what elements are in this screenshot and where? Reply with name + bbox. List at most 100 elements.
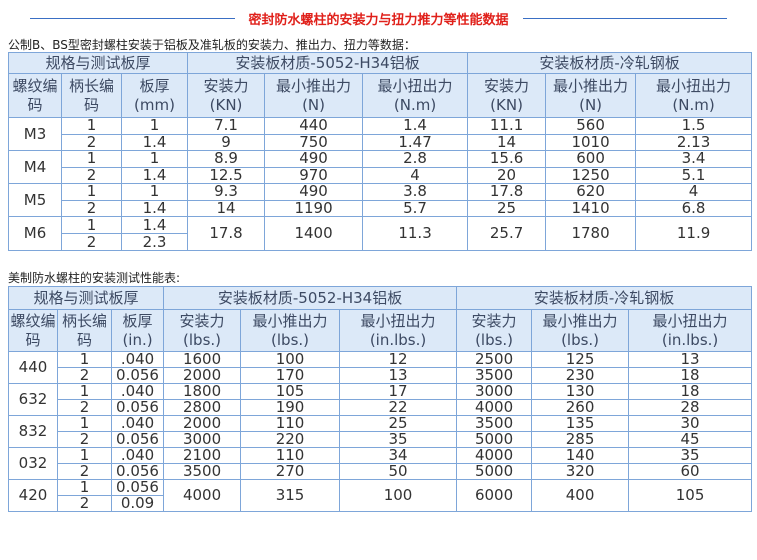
thread-code: M3 <box>8 117 62 151</box>
cell: 1250 <box>545 166 637 184</box>
cell: 100 <box>240 351 341 368</box>
cell: 8.9 <box>187 150 266 168</box>
cell: 1600 <box>163 351 242 368</box>
cell: 2 <box>61 199 122 217</box>
cell: 2000 <box>163 367 242 384</box>
cell: 17.8 <box>467 183 547 201</box>
cell: 2 <box>57 431 112 448</box>
cell: 130 <box>531 383 630 400</box>
column-header: 最小扭出力 (N.m) <box>362 73 469 118</box>
data-row: 032 1.040 2100 110 34 4000 140 35 <box>8 447 753 480</box>
cell: 1400 <box>264 216 364 251</box>
cell: 1.4 <box>120 199 189 217</box>
cell: 50 <box>339 463 458 480</box>
header-row: 螺纹编 码柄长编 码板厚 (mm) 安装力 (KN) 最小推出力 (N) 最小扭出力 … <box>8 73 753 118</box>
thread-code: 032 <box>8 447 58 480</box>
cell: 1 <box>57 479 112 496</box>
data-row: 2 1.4 9 750 1.47 14 1010 2.13 <box>9 133 753 151</box>
header-row: 规格与测试板厚 安装板材质-5052-H34铝板 安装板材质-冷轧钢板 <box>7 286 753 310</box>
cell: 105 <box>628 479 753 512</box>
cell: 105 <box>240 383 341 400</box>
cell: 11.1 <box>467 117 547 135</box>
data-row: M5 1 1 9.3 490 3.8 17.8 620 4 <box>8 183 753 217</box>
cell: 5000 <box>456 431 533 448</box>
group-header: 安装板材质-冷轧钢板 <box>456 286 753 310</box>
imperial-table: 规格与测试板厚 安装板材质-5052-H34铝板 安装板材质-冷轧钢板 螺纹编 码柄长… <box>7 286 753 512</box>
cell: 13 <box>628 351 753 368</box>
cell: 5.1 <box>635 166 753 184</box>
thread-code: M6 <box>8 216 62 251</box>
cell: 750 <box>264 133 364 151</box>
data-row: 2 1.4 12.5 970 4 20 1250 5.1 <box>9 166 753 184</box>
data-row: 2 0.056 3500 270 50 5000 320 60 <box>9 463 753 480</box>
cell: 1 <box>61 117 122 135</box>
cell: 3500 <box>163 463 242 480</box>
column-header: 安装力 (KN) <box>467 73 547 118</box>
data-row: 420 1 0.056 4000 315 100 6000 400 105 <box>8 479 753 512</box>
cell: 285 <box>531 431 630 448</box>
cell: 45 <box>628 431 753 448</box>
cell: 34 <box>339 447 458 464</box>
cell: 1 <box>61 216 122 234</box>
cell: 3000 <box>456 383 533 400</box>
data-row: 2 0.056 3000 220 35 5000 285 45 <box>9 431 753 448</box>
cell: 7.1 <box>187 117 266 135</box>
column-header: 柄长编 码 <box>61 73 122 118</box>
group-header: 规格与测试板厚 <box>7 52 189 74</box>
cell: 0.09 <box>110 495 165 512</box>
cell: 25 <box>467 199 547 217</box>
cell: 60 <box>628 463 753 480</box>
cell: 15.6 <box>467 150 547 168</box>
cell: 190 <box>240 399 341 416</box>
cell: 220 <box>240 431 341 448</box>
cell: 2800 <box>163 399 242 416</box>
cell: 4 <box>635 183 753 201</box>
cell: 1.4 <box>120 133 189 151</box>
cell: 6000 <box>456 479 533 512</box>
cell: .040 <box>110 351 165 368</box>
metric-table: 规格与测试板厚 安装板材质-5052-H34铝板 安装板材质-冷轧钢板 螺纹编 码柄长… <box>7 52 753 251</box>
cell: 440 <box>264 117 364 135</box>
cell: 17 <box>339 383 458 400</box>
cell: 5000 <box>456 463 533 480</box>
cell: 25 <box>339 415 458 432</box>
data-row: M4 1 1 8.9 490 2.8 15.6 600 3.4 <box>8 150 753 184</box>
data-row: 2 0.09 <box>9 495 752 512</box>
cell: 490 <box>264 150 364 168</box>
cell: 3.4 <box>635 150 753 168</box>
cell: 13 <box>339 367 458 384</box>
cell: 30 <box>628 415 753 432</box>
cell: 110 <box>240 415 341 432</box>
cell: 1 <box>61 183 122 201</box>
column-header: 螺纹编 码 <box>8 73 62 118</box>
column-header: 螺纹编 码 <box>8 309 58 352</box>
cell: 315 <box>240 479 341 512</box>
cell: 4000 <box>163 479 242 512</box>
cell: 12 <box>339 351 458 368</box>
cell: 270 <box>240 463 341 480</box>
cell: 2500 <box>456 351 533 368</box>
cell: 2 <box>61 166 122 184</box>
cell: 18 <box>628 367 753 384</box>
data-row: 832 1.040 2000 110 25 3500 135 30 <box>8 415 753 448</box>
cell: 1.4 <box>120 166 189 184</box>
data-row: M3 1 1 7.1 440 1.4 11.1 560 1.5 <box>8 117 753 151</box>
data-row: 2 2.3 <box>9 233 752 251</box>
group-header: 规格与测试板厚 <box>7 286 165 310</box>
cell: 4000 <box>456 447 533 464</box>
cell: 2 <box>57 399 112 416</box>
cell: 1.47 <box>362 133 469 151</box>
cell: 35 <box>339 431 458 448</box>
column-header: 最小推出力 (N) <box>264 73 364 118</box>
cell: 0.056 <box>110 463 165 480</box>
cell: 1 <box>120 150 189 168</box>
cell: 1190 <box>264 199 364 217</box>
group-header: 安装板材质-5052-H34铝板 <box>187 52 469 74</box>
column-header: 最小推出力 (lbs.) <box>531 309 630 352</box>
column-header: 板厚 (mm) <box>120 73 189 118</box>
title-bar: 密封防水螺柱的安装力与扭力推力等性能数据 <box>30 8 728 28</box>
cell: 2 <box>61 233 122 251</box>
cell: 5.7 <box>362 199 469 217</box>
cell: 2.13 <box>635 133 753 151</box>
